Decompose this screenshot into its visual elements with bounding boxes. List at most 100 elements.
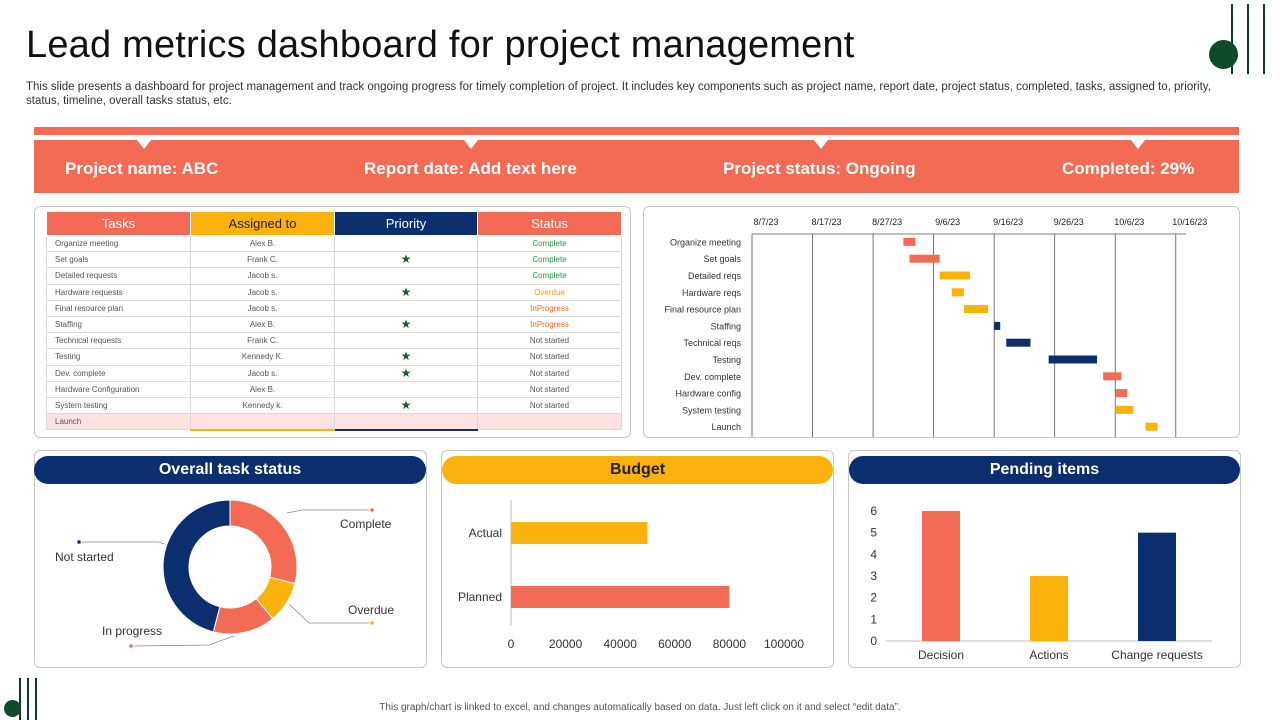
table-row: Final resource plan Jacob s. InProgress [46, 299, 622, 317]
deco-line [35, 678, 37, 720]
priority-cell [334, 332, 478, 350]
assigned-cell: Jacob s. [190, 267, 335, 285]
table-row: Detailed requests Jacob s. Complete [46, 267, 622, 285]
gantt-task-label: Dev. complete [684, 372, 741, 382]
deco-dot [1209, 40, 1238, 69]
project-name: Project name: ABC [65, 159, 219, 178]
budget-chart: Actual Planned 0 20000 40000 60000 80000 100000 [458, 500, 804, 651]
gantt-task-label: Final resource plan [664, 305, 741, 315]
gantt-bar [1145, 422, 1158, 431]
deco-line [1247, 4, 1249, 74]
gantt-bar [1006, 338, 1031, 347]
donut-label: In progress [102, 624, 162, 638]
deco-line [1263, 4, 1265, 74]
budget-x-tick-label: 0 [508, 637, 515, 651]
table-header-priority: Priority [334, 211, 478, 236]
task-name-cell: Detailed requests [46, 267, 191, 285]
gantt-chart: 8/7/23 8/17/23 8/27/23 9/6/23 9/16/23 9/26/23… [664, 217, 1207, 437]
pending-chart: 0 1 2 3 4 5 6 Decision Actions Change requests [870, 504, 1212, 662]
gantt-bar [1048, 355, 1098, 364]
task-name-cell: Hardware requests [46, 283, 191, 301]
pending-category-label: Decision [918, 648, 964, 662]
task-name-cell: Launch [46, 413, 191, 431]
budget-header: Budget [442, 456, 833, 484]
priority-cell [334, 413, 478, 431]
page-title: Lead metrics dashboard for project manag… [26, 24, 855, 66]
gantt-bar [1115, 405, 1134, 414]
gantt-bar [903, 237, 916, 246]
budget-x-tick-label: 60000 [658, 637, 692, 651]
donut-slice [229, 499, 298, 585]
gantt-bar [951, 288, 964, 297]
overall-status-header: Overall task status [34, 456, 426, 484]
gantt-bar [1115, 389, 1128, 398]
table-row: System testing Kennedy k. ★ Not started [46, 396, 622, 415]
budget-x-tick-label: 80000 [713, 637, 747, 651]
table-row: Staffing Alex B. ★ InProgress [46, 315, 622, 334]
gantt-x-tick-label: 8/17/23 [812, 217, 842, 227]
assigned-cell: Alex B. [190, 315, 335, 334]
priority-cell [334, 380, 478, 398]
status-cell: Not started [477, 348, 622, 366]
pending-header: Pending items [849, 456, 1240, 484]
budget-bar [511, 586, 730, 608]
gantt-task-label: Detailed reqs [688, 271, 742, 281]
priority-cell [334, 267, 478, 285]
deco-line [1231, 4, 1233, 74]
gantt-x-tick-label: 9/26/23 [1054, 217, 1084, 227]
donut-slice [162, 499, 231, 633]
priority-star-icon: ★ [400, 397, 412, 412]
assigned-cell: Jacob s. [190, 299, 335, 317]
donut-leader-marker [370, 508, 374, 512]
gantt-x-tick-label: 8/7/23 [753, 217, 778, 227]
table-row: Launch [46, 413, 622, 431]
gantt-task-label: Testing [712, 355, 741, 365]
table-row: Set goals Frank C. ★ Complete [46, 251, 622, 269]
budget-category-label: Actual [469, 526, 502, 540]
donut-label: Not started [55, 550, 114, 564]
gantt-task-label: Organize meeting [670, 237, 741, 247]
priority-cell: ★ [334, 364, 478, 382]
table-header-assigned: Assigned to [190, 211, 335, 236]
pending-y-tick-label: 2 [870, 591, 877, 605]
page-subtitle: This slide presents a dashboard for proj… [26, 81, 1211, 107]
banner-notch [1131, 140, 1145, 149]
gantt-task-label: System testing [682, 405, 741, 415]
project-status: Project status: Ongoing [723, 159, 916, 178]
gantt-bar [939, 271, 970, 280]
gantt-bar [963, 305, 989, 314]
priority-star-icon: ★ [400, 349, 412, 364]
completed-percent: Completed: 29% [1062, 159, 1195, 178]
table-row: Organize meeting Alex B. Complete [46, 234, 622, 253]
task-name-cell: Testing [46, 348, 191, 366]
donut-leader-line [133, 635, 235, 647]
status-cell: Complete [477, 267, 622, 285]
pending-category-label: Change requests [1111, 648, 1202, 662]
budget-x-tick-label: 100000 [764, 637, 804, 651]
table-row: Dev. complete Jacob s. ★ Not started [46, 364, 622, 382]
donut-leader-marker [370, 621, 374, 625]
assigned-cell: Alex B. [190, 380, 335, 398]
deco-dot [4, 700, 21, 717]
assigned-cell: Kennedy K. [190, 348, 335, 366]
status-cell: Not started [477, 380, 622, 398]
gantt-x-tick-label: 9/6/23 [935, 217, 960, 227]
donut-leader-marker [77, 540, 81, 544]
gantt-x-tick-label: 8/27/23 [872, 217, 902, 227]
donut-chart: Complete Overdue In progress Not started [55, 499, 394, 648]
assigned-cell: Alex B. [190, 234, 335, 253]
budget-x-tick-label: 20000 [549, 637, 583, 651]
gantt-task-label: Technical reqs [683, 338, 741, 348]
gantt-bar [1103, 372, 1122, 381]
priority-cell: ★ [334, 348, 478, 366]
table-row: Hardware requests Jacob s. ★ Overdue [46, 283, 622, 301]
banner-notch [464, 140, 478, 149]
assigned-cell: Jacob s. [190, 364, 335, 382]
assigned-cell [190, 413, 335, 431]
status-cell [477, 413, 622, 431]
footnote: This graph/chart is linked to excel, and… [379, 702, 901, 713]
status-cell: Not started [477, 364, 622, 382]
gantt-x-tick-label: 10/16/23 [1172, 217, 1207, 227]
pending-category-label: Actions [1029, 648, 1068, 662]
priority-cell [334, 234, 478, 253]
